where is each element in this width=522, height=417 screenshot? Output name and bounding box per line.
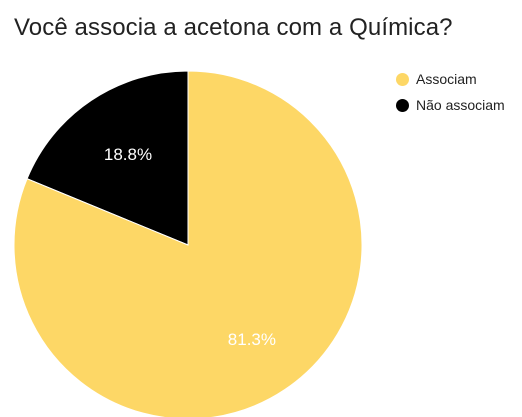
legend-swatch-nao-associam [396,98,409,112]
legend-item-nao-associam[interactable]: Não associam [396,94,505,116]
legend-swatch-associam [396,72,409,86]
pie-slices [13,70,363,417]
slice-label-associam: 81.3% [228,330,276,349]
legend-label-associam: Associam [416,71,477,87]
chart-title: Você associa a acetona com a Química? [14,14,453,41]
legend-label-nao-associam: Não associam [416,97,505,113]
legend-item-associam[interactable]: Associam [396,68,505,90]
pie-slice-n-o-associam[interactable] [26,70,189,246]
legend: Associam Não associam [396,68,505,120]
pie-slice-associam[interactable] [13,70,363,417]
slice-label-n-o-associam: 18.8% [104,145,152,164]
pie-slice-labels: 18.8% 81.3% [104,145,276,349]
